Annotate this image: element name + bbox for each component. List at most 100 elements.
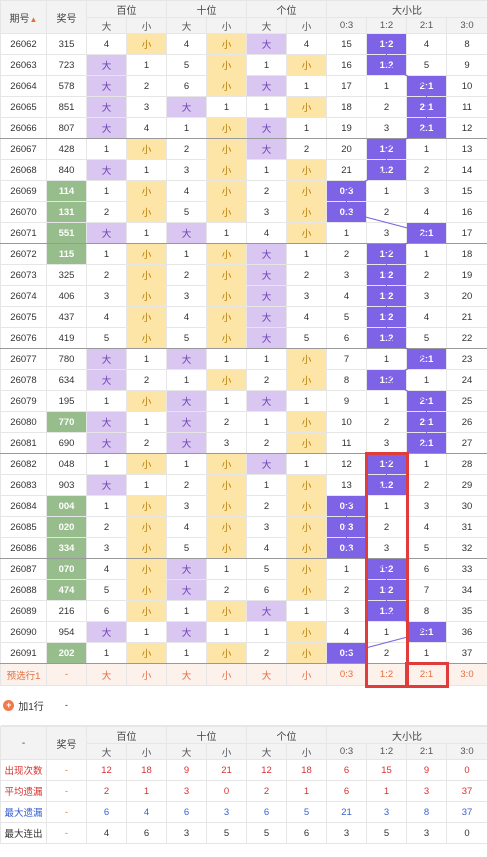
tens-small-cell: 小 [206,453,247,475]
period-cell: 26081 [0,432,47,454]
table-row[interactable]: 26074 406 3 小 3 小大 3 4 1:2 3 20 [0,285,487,307]
preselect-cell[interactable]: 3:0 [446,663,487,686]
ratio-03-cell: 1 [326,222,367,244]
tens-small-cell: 小 [206,75,247,97]
units-big-cell: 1 [246,159,287,181]
hundreds-small-cell: 小 [126,306,167,328]
tens-big-cell: 3 [166,159,207,181]
preselect-cell[interactable]: 1:2 [366,663,407,686]
table-row[interactable]: 26067 428 1 小 2 小大 2 20 1:2 1 13 [0,138,487,160]
table-row[interactable]: 26091 202 1 小 1 小 2 小 0:3 2 1 37 [0,642,487,664]
hundreds-small-cell: 小 [126,180,167,202]
hundreds-small-cell: 2 [126,75,167,97]
ratio-21-cell: 2:1 [406,348,447,370]
table-row[interactable]: 26084 004 1 小 3 小 2 小 0:3 1 3 30 [0,495,487,517]
table-row[interactable]: 26083 903 大 1 2 小 1 小 13 1:2 2 29 [0,474,487,496]
units-small-cell: 2 [286,264,327,286]
preselect-cell[interactable]: 小 [286,663,327,686]
stats-value: 1 [286,780,327,802]
table-row[interactable]: 26086 334 3 小 5 小 4 小 0:3 3 5 32 [0,537,487,559]
table-row[interactable]: 26076 419 5 小 5 小大 5 6 1:2 5 22 [0,327,487,349]
preselect-cell[interactable]: 大 [246,663,287,686]
table-row[interactable]: 26073 325 2 小 2 小大 2 3 1:2 2 19 [0,264,487,286]
ratio-03-cell: 11 [326,432,367,454]
ratio-21-cell: 1 [406,453,447,475]
tens-small-cell: 小 [206,264,247,286]
ratio-21-cell: 4 [406,516,447,538]
table-row[interactable]: 26063 723 大 1 5 小 1 小 16 1:2 5 9 [0,54,487,76]
hundreds-small-cell: 4 [126,117,167,139]
preselect-cell[interactable]: 0:3 [326,663,367,686]
tens-small-cell: 1 [206,96,247,118]
stats-hundreds-header: 百位 [86,726,167,744]
stats-value: 12 [86,759,127,781]
ratio-30-cell: 13 [446,138,487,160]
sort-arrow-icon[interactable]: ▲ [29,14,38,24]
table-row[interactable]: 26069 114 1 小 4 小 2 小 0:3 1 3 15 [0,180,487,202]
preselect-cell[interactable]: 大 [86,663,127,686]
preselect-row[interactable]: 预选行1- 大小大小大小 0:3 1:2 2:1 3:0 [0,663,487,686]
add-row-button[interactable]: + 加1行 [3,698,44,713]
sub-header: 大 [86,743,127,760]
table-row[interactable]: 26087 070 4 小大 1 5 小 1 1:2 6 33 [0,558,487,580]
period-cell: 26069 [0,180,47,202]
table-row[interactable]: 26079 195 1 小大 1 大 1 9 1 2:1 25 [0,390,487,412]
ratio-30-cell: 10 [446,75,487,97]
add-row-cell[interactable]: + 加1行 [0,685,47,726]
table-row[interactable]: 26078 634 大 2 1 小 2 小 8 1:2 1 24 [0,369,487,391]
table-row[interactable]: 26071 551 大 1 大 1 4 小 1 3 2:1 17 [0,222,487,244]
table-row[interactable]: 26081 690 大 2 大 3 2 小 11 3 2:1 27 [0,432,487,454]
prize-cell: 325 [46,264,87,286]
units-small-cell: 3 [286,285,327,307]
tens-small-cell: 1 [206,621,247,643]
table-row[interactable]: 26075 437 4 小 4 小大 4 5 1:2 4 21 [0,306,487,328]
table-row[interactable]: 26077 780 大 1 大 1 1 小 7 1 2:1 23 [0,348,487,370]
table-row[interactable]: 26064 578 大 2 6 小大 1 17 1 2:1 10 [0,75,487,97]
ratio-12-cell: 1:2 [366,579,407,601]
units-big-cell: 4 [246,537,287,559]
stats-value: 2 [246,780,287,802]
table-row[interactable]: 26082 048 1 小 1 小大 1 12 1:2 1 28 [0,453,487,475]
ratio-12-cell: 1:2 [366,453,407,475]
hundreds-big-cell: 大 [86,621,127,643]
table-row[interactable]: 26070 131 2 小 5 小 3 小 0:3 2 4 16 [0,201,487,223]
units-small-cell: 小 [286,348,327,370]
table-row[interactable]: 26090 954 大 1 大 1 1 小 4 1 2:1 36 [0,621,487,643]
period-cell: 26071 [0,222,47,244]
table-row[interactable]: 26085 020 2 小 4 小 3 小 0:3 2 4 31 [0,516,487,538]
preselect-cell[interactable]: 小 [206,663,247,686]
table-row[interactable]: 26089 216 6 小 1 小大 1 3 1:2 8 35 [0,600,487,622]
add-row-value: - [46,685,87,726]
units-big-cell: 大 [246,264,287,286]
table-row[interactable]: 26068 840 大 1 3 小 1 小 21 1:2 2 14 [0,159,487,181]
ratio-03-cell: 9 [326,390,367,412]
period-cell: 26090 [0,621,47,643]
units-big-cell: 2 [246,369,287,391]
units-big-cell: 2 [246,432,287,454]
table-row[interactable]: 26072 115 1 小 1 小大 1 2 1:2 1 18 [0,243,487,265]
table-row[interactable]: 26088 474 5 小大 2 6 小 2 1:2 7 34 [0,579,487,601]
table-row[interactable]: 26062 315 4 小 4 小大 4 15 1:2 4 8 [0,33,487,55]
preselect-cell[interactable]: 2:1 [406,663,447,686]
ratio-30-cell: 11 [446,96,487,118]
prize-cell: 723 [46,54,87,76]
ratio-12-cell: 3 [366,432,407,454]
hundreds-header: 百位 [86,0,167,18]
tens-big-cell: 1 [166,453,207,475]
period-cell: 26089 [0,600,47,622]
table-row[interactable]: 26066 807 大 4 1 小大 1 19 3 2:1 12 [0,117,487,139]
table-row[interactable]: 26065 851 大 3 大 1 1 小 18 2 2:1 11 [0,96,487,118]
period-header[interactable]: 期号▲ [0,0,47,34]
ratio-03-cell: 18 [326,96,367,118]
tens-big-cell: 1 [166,243,207,265]
ratio-30-cell: 8 [446,33,487,55]
preselect-cell[interactable]: 小 [126,663,167,686]
stats-value: 9 [406,759,447,781]
ratio-21-cell: 4 [406,201,447,223]
preselect-cell[interactable]: 大 [166,663,207,686]
stats-value: 21 [326,801,367,823]
table-row[interactable]: 26080 770 大 1 大 2 1 小 10 2 2:1 26 [0,411,487,433]
hundreds-small-cell: 小 [126,33,167,55]
units-small-cell: 小 [286,369,327,391]
preselect-prize: - [46,663,87,686]
